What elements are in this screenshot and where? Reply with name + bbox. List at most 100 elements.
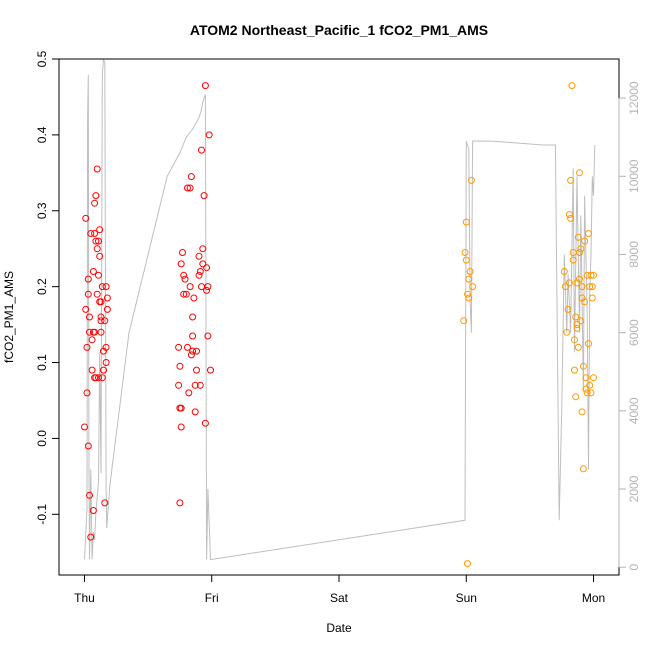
data-point-series-1 <box>81 423 88 431</box>
data-point-series-1 <box>102 343 110 351</box>
data-point-series-1 <box>179 249 186 256</box>
data-point-series-1 <box>86 491 93 499</box>
data-point-series-1 <box>93 290 101 298</box>
data-point-series-2 <box>576 169 583 177</box>
series-layer <box>81 82 597 568</box>
data-point-series-1 <box>86 328 93 336</box>
y2-tick-label: 10000 <box>627 159 641 193</box>
y2-tick-label: 0 <box>627 564 641 571</box>
x-tick-label: Thu <box>74 591 95 605</box>
secondary-series-line <box>84 58 596 560</box>
secondary-line-layer <box>84 58 596 560</box>
data-point-series-1 <box>199 260 207 268</box>
data-point-series-2 <box>569 256 577 264</box>
data-point-series-2 <box>590 374 597 382</box>
data-point-series-2 <box>462 256 470 264</box>
data-point-series-2 <box>465 294 473 302</box>
data-point-series-2 <box>562 283 569 291</box>
data-point-series-1 <box>92 192 100 200</box>
data-point-series-1 <box>93 245 101 253</box>
data-point-series-2 <box>579 465 587 473</box>
y2-tick-label: 12000 <box>627 81 641 115</box>
data-point-series-2 <box>460 317 468 325</box>
data-point-series-1 <box>93 165 101 173</box>
data-point-series-2 <box>587 389 595 397</box>
data-point-series-2 <box>578 283 586 291</box>
data-point-series-1 <box>191 408 199 416</box>
data-point-series-1 <box>198 146 205 154</box>
data-point-series-1 <box>97 298 105 306</box>
data-point-series-1 <box>186 184 194 192</box>
data-point-series-1 <box>175 381 183 389</box>
data-point-series-1 <box>92 237 100 245</box>
data-point-series-2 <box>564 305 572 313</box>
data-point-series-1 <box>204 332 212 340</box>
data-point-series-1 <box>91 230 99 237</box>
data-point-series-2 <box>583 389 591 397</box>
data-point-series-1 <box>205 131 213 139</box>
data-point-series-2 <box>581 298 589 306</box>
y2-tick-label: 8000 <box>627 241 641 268</box>
y-tick-label: 0.2 <box>35 278 49 295</box>
data-point-series-1 <box>84 275 92 283</box>
data-point-series-1 <box>97 313 105 321</box>
data-point-series-1 <box>200 192 208 200</box>
data-point-series-2 <box>577 317 585 325</box>
data-point-series-1 <box>180 271 188 279</box>
data-point-series-1 <box>196 268 204 275</box>
data-point-series-1 <box>189 347 197 355</box>
data-point-series-1 <box>96 226 104 234</box>
data-point-series-1 <box>91 199 99 207</box>
data-point-series-1 <box>195 252 203 260</box>
data-point-series-2 <box>573 324 581 332</box>
data-point-series-1 <box>95 271 102 279</box>
chart-title: ATOM2 Northeast_Pacific_1 fCO2_PM1_AMS <box>190 22 488 38</box>
y2-tick-label: 6000 <box>627 319 641 346</box>
data-point-series-2 <box>462 218 470 226</box>
data-point-series-2 <box>469 283 477 291</box>
data-point-series-1 <box>96 252 104 260</box>
x-tick-label: Mon <box>582 591 605 605</box>
data-point-series-1 <box>181 275 189 283</box>
data-point-series-1 <box>88 366 96 374</box>
data-point-series-1 <box>103 305 111 313</box>
data-point-series-2 <box>586 381 594 389</box>
data-point-series-1 <box>103 294 111 302</box>
data-point-series-1 <box>101 499 109 507</box>
data-point-series-2 <box>565 211 573 219</box>
data-point-series-2 <box>560 268 568 275</box>
data-point-series-1 <box>199 245 207 253</box>
data-point-series-1 <box>189 313 197 321</box>
axes-layer: Thu Fri Sat Sun Mon -0.1 0.0 0.1 0.2 0.3 0.4 0.5 0 20… <box>35 50 641 605</box>
data-point-series-1 <box>193 366 200 374</box>
data-point-series-2 <box>576 249 583 256</box>
x-axis-label: Date <box>326 621 352 635</box>
data-point-series-1 <box>185 389 193 397</box>
data-point-series-2 <box>572 313 580 321</box>
data-point-series-1 <box>88 336 96 344</box>
data-point-series-1 <box>98 374 106 382</box>
data-point-series-1 <box>83 343 91 351</box>
data-point-series-1 <box>177 404 185 412</box>
y-tick-label: 0.0 <box>35 430 49 447</box>
data-point-series-2 <box>590 271 597 279</box>
data-point-series-2 <box>587 271 595 279</box>
y-tick-label: 0.4 <box>35 126 49 143</box>
data-point-series-2 <box>576 275 583 283</box>
x-tick-label: Sat <box>330 591 349 605</box>
data-point-series-1 <box>175 343 183 351</box>
data-point-series-1 <box>203 264 211 272</box>
data-point-series-2 <box>574 233 582 241</box>
data-point-series-2 <box>588 283 596 291</box>
data-point-series-2 <box>563 328 571 336</box>
data-point-series-1 <box>190 294 198 302</box>
data-point-series-1 <box>98 283 106 291</box>
data-point-series-2 <box>572 393 580 401</box>
data-point-series-1 <box>176 362 184 370</box>
data-point-series-1 <box>191 381 199 389</box>
data-point-series-1 <box>184 184 191 192</box>
data-point-series-1 <box>193 347 200 355</box>
y2-tick-label: 4000 <box>627 397 641 424</box>
data-point-series-1 <box>203 286 211 294</box>
